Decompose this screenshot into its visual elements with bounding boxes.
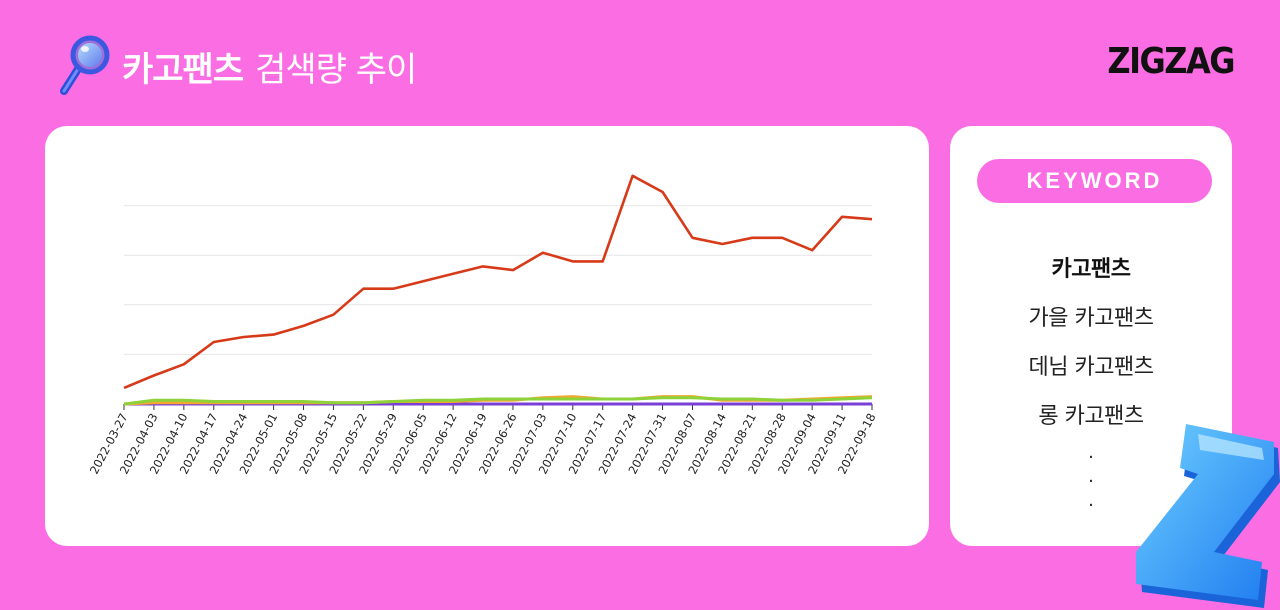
keyword-list: 카고팬츠 가을 카고팬츠 데님 카고팬츠 롱 카고팬츠 · · · (950, 250, 1232, 518)
keyword-item[interactable]: 카고팬츠 (1051, 257, 1131, 282)
z-letter-decoration (1136, 424, 1280, 608)
keyword-item[interactable]: 롱 카고팬츠 (1038, 404, 1144, 429)
more-dot: · (1088, 495, 1094, 516)
search-trend-chart: 2022-03-272022-04-032022-04-102022-04-17… (87, 174, 879, 476)
keyword-label: KEYWORD (977, 159, 1212, 203)
keyword-card: KEYWORD 카고팬츠 가을 카고팬츠 데님 카고팬츠 롱 카고팬츠 · · … (950, 126, 1232, 546)
page-title-suffix: 검색량 추이 (255, 49, 417, 90)
more-dot: · (1088, 471, 1094, 492)
chart-card: 2022-03-27 2022-04-03 2022-04-10 2022-04-17… (45, 126, 929, 546)
magnifier-icon (60, 35, 110, 95)
series-line-minor (123, 396, 873, 406)
page-title-keyword: 카고팬츠 (122, 49, 244, 90)
page-header: 카고팬츠 검색량 추이 (58, 35, 417, 96)
series-line-main (123, 174, 873, 390)
keyword-item[interactable]: 데님 카고팬츠 (1028, 355, 1154, 380)
zigzag-logo: ZIGZAG (1107, 40, 1235, 82)
keyword-item[interactable]: 가을 카고팬츠 (1028, 306, 1154, 331)
more-dot: · (1088, 447, 1094, 468)
